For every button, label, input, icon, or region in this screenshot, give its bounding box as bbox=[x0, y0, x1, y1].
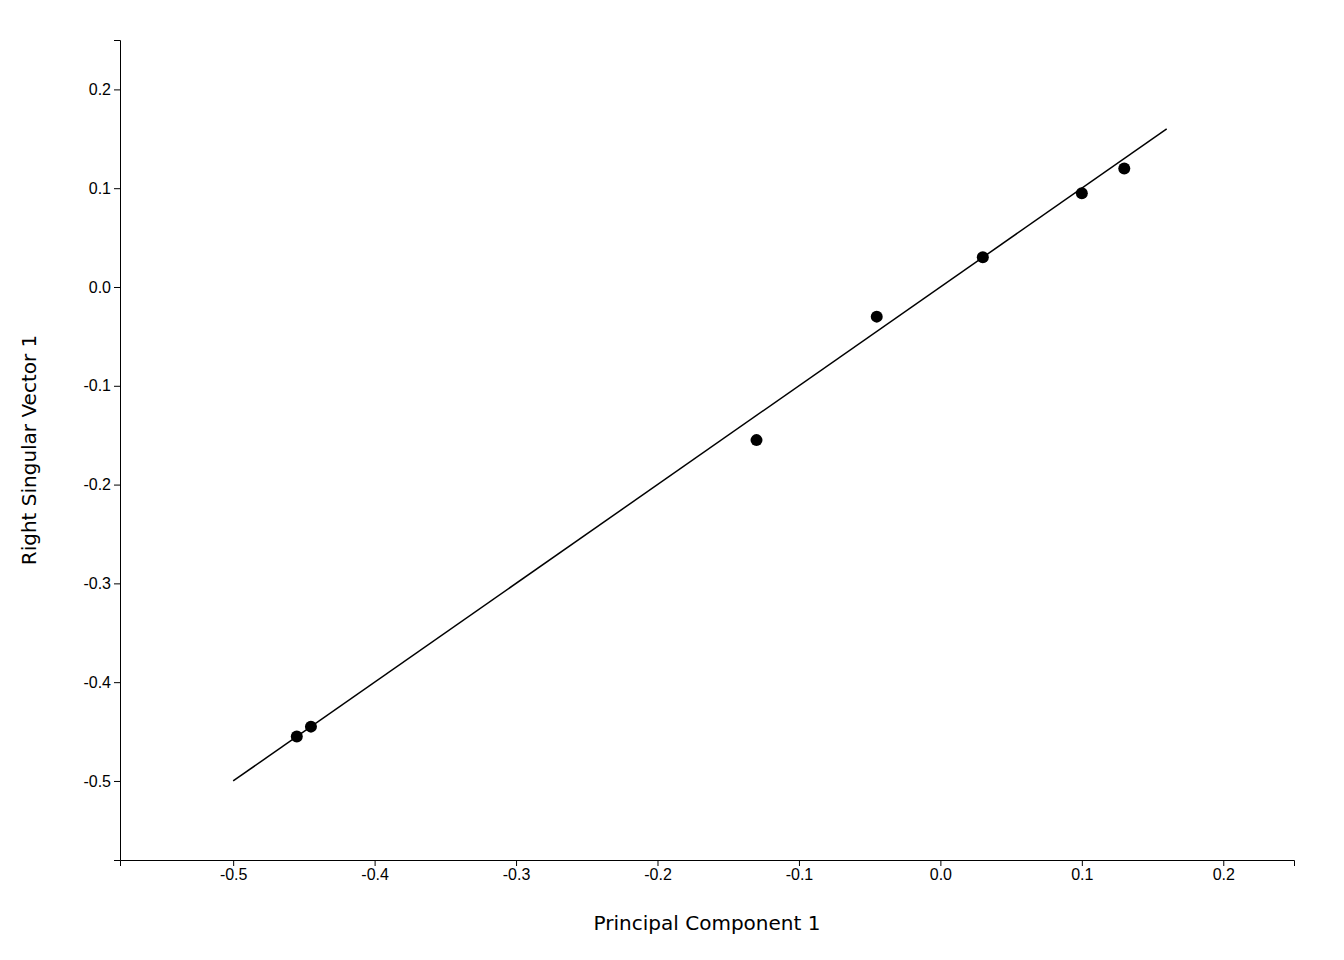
y-tick-mark bbox=[114, 287, 120, 288]
x-tick: -0.1 bbox=[786, 860, 814, 883]
x-tick-label: 0.1 bbox=[1071, 866, 1093, 883]
y-tick-label: 0.2 bbox=[89, 81, 111, 98]
y-tick: -0.2 bbox=[83, 476, 120, 493]
chart: -0.5-0.4-0.3-0.2-0.10.00.10.20.20.10.0-0… bbox=[0, 0, 1344, 960]
y-tick-label: 0.0 bbox=[89, 279, 111, 296]
point bbox=[871, 311, 883, 323]
y-tick: 0.0 bbox=[89, 279, 120, 296]
y-tick-label: 0.1 bbox=[89, 180, 111, 197]
x-tick-label: 0.2 bbox=[1213, 866, 1235, 883]
point bbox=[1118, 162, 1130, 174]
plot: -0.5-0.4-0.3-0.2-0.10.00.10.20.20.10.0-0… bbox=[83, 41, 1294, 884]
x-tick: -0.5 bbox=[220, 860, 248, 883]
x-tick-mark bbox=[1223, 860, 1224, 866]
x-tick-mark bbox=[1082, 860, 1083, 866]
y-axis-title: Right Singular Vector 1 bbox=[17, 335, 41, 566]
x-tick: 0.0 bbox=[930, 860, 952, 883]
marks bbox=[233, 129, 1167, 781]
x-tick-label: 0.0 bbox=[930, 866, 952, 883]
y-tick-label: -0.1 bbox=[83, 377, 111, 394]
x-tick-mark bbox=[657, 860, 658, 866]
x-tick: -0.4 bbox=[361, 860, 389, 883]
point bbox=[751, 434, 763, 446]
x-tick-mark bbox=[940, 860, 941, 866]
x-axis-line bbox=[121, 861, 1295, 867]
point bbox=[977, 251, 989, 263]
x-axis: -0.5 -0.4 -0.3 -0.2 -0.1 0.0 0.1 0.2 bbox=[121, 860, 1295, 883]
y-tick-mark bbox=[114, 188, 120, 189]
y-tick-label: -0.2 bbox=[83, 476, 111, 493]
y-tick-mark bbox=[114, 89, 120, 90]
x-tick-label: -0.3 bbox=[503, 866, 531, 883]
y-tick: 0.2 bbox=[89, 81, 120, 98]
y-tick-mark bbox=[114, 682, 120, 683]
y-tick-label: -0.4 bbox=[83, 674, 111, 691]
x-tick-mark bbox=[516, 860, 517, 866]
x-tick-mark bbox=[799, 860, 800, 866]
x-tick: -0.2 bbox=[644, 860, 672, 883]
x-tick: -0.3 bbox=[503, 860, 531, 883]
y-tick-mark bbox=[114, 485, 120, 486]
x-tick: 0.2 bbox=[1213, 860, 1235, 883]
point bbox=[291, 731, 303, 743]
y-tick-mark bbox=[114, 583, 120, 584]
y-tick: -0.5 bbox=[83, 773, 120, 790]
x-tick-label: -0.4 bbox=[361, 866, 389, 883]
point bbox=[1076, 187, 1088, 199]
y-tick: 0.1 bbox=[89, 180, 120, 197]
y-tick: -0.3 bbox=[83, 575, 120, 592]
x-tick: 0.1 bbox=[1071, 860, 1093, 883]
x-tick-mark bbox=[375, 860, 376, 866]
y-tick: -0.1 bbox=[83, 377, 120, 394]
y-axis-line bbox=[114, 41, 121, 861]
y-axis: 0.2 0.1 0.0 -0.1 -0.2 -0.3 -0.4 -0.5 bbox=[83, 41, 120, 861]
y-tick-label: -0.5 bbox=[83, 773, 111, 790]
x-tick-label: -0.2 bbox=[644, 866, 672, 883]
x-tick-label: -0.1 bbox=[786, 866, 814, 883]
y-tick-mark bbox=[114, 781, 120, 782]
x-tick-label: -0.5 bbox=[220, 866, 248, 883]
x-axis-title: Principal Component 1 bbox=[594, 911, 821, 935]
y-tick-mark bbox=[114, 386, 120, 387]
y-tick: -0.4 bbox=[83, 674, 120, 691]
x-tick-mark bbox=[233, 860, 234, 866]
y-tick-label: -0.3 bbox=[83, 575, 111, 592]
point bbox=[305, 721, 317, 733]
reference-line bbox=[233, 129, 1167, 781]
